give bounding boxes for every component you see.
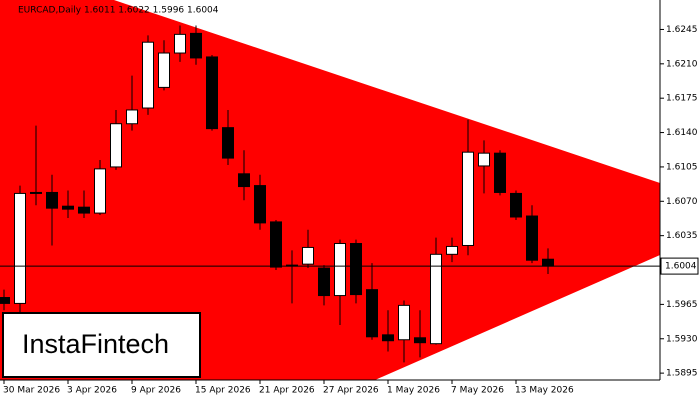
- candle-body: [494, 152, 506, 193]
- chart-title: EURCAD,Daily 1.6011 1.6022 1.5996 1.6004: [18, 6, 219, 16]
- x-tick-label: 3 Apr 2026: [67, 386, 117, 396]
- y-tick-label: 1.5930: [666, 334, 698, 344]
- logo-box: [2, 312, 201, 378]
- y-tick-label: 1.5895: [666, 369, 698, 379]
- x-tick-label: 27 Apr 2026: [323, 386, 379, 396]
- candle-body: [270, 221, 282, 268]
- triangle-pattern: [0, 0, 660, 380]
- candle-body: [78, 206, 90, 214]
- candle-body: [46, 191, 58, 209]
- x-tick-label: 1 May 2026: [387, 386, 440, 396]
- y-tick-label: 1.6070: [666, 197, 698, 207]
- candle-body: [350, 243, 362, 296]
- candle-body: [222, 127, 234, 159]
- candle-body: [526, 215, 538, 261]
- candle-body: [398, 304, 410, 341]
- candle-body: [478, 152, 490, 167]
- candle-body: [126, 109, 138, 125]
- candle-body: [542, 258, 554, 267]
- candle-body: [206, 56, 218, 130]
- y-tick-label: 1.6175: [666, 94, 698, 104]
- candle-body: [302, 246, 314, 265]
- current-price-box: [660, 257, 699, 275]
- candle-body: [14, 192, 26, 304]
- candle-body: [318, 267, 330, 297]
- y-tick-label: 1.6245: [666, 25, 698, 35]
- candle-body: [446, 245, 458, 255]
- candle-body: [254, 185, 266, 224]
- candle-body: [430, 253, 442, 345]
- candle-body: [174, 33, 186, 54]
- candle-body: [334, 243, 346, 297]
- candle-body: [30, 191, 42, 194]
- candle-body: [158, 52, 170, 88]
- candle-body: [382, 334, 394, 342]
- candle-body: [414, 337, 426, 344]
- candle-body: [110, 123, 122, 168]
- candle-body: [94, 168, 106, 214]
- candle-body: [62, 205, 74, 210]
- logo: InstaFintech: [22, 329, 169, 359]
- candle-body: [510, 192, 522, 218]
- candle-body: [142, 41, 154, 109]
- x-tick-label: 7 May 2026: [451, 386, 504, 396]
- x-tick-label: 21 Apr 2026: [259, 386, 315, 396]
- candle-body: [366, 289, 378, 338]
- x-tick-label: 15 Apr 2026: [195, 386, 251, 396]
- x-tick-label: 9 Apr 2026: [131, 386, 181, 396]
- y-tick-label: 1.6140: [666, 128, 698, 138]
- x-tick-label: 13 May 2026: [515, 386, 574, 396]
- y-tick-label: 1.5965: [666, 300, 698, 310]
- y-tick-label: 1.6210: [666, 59, 698, 69]
- current-price-label: 1.6004: [665, 262, 697, 272]
- y-tick-label: 1.6035: [666, 231, 698, 241]
- candle-body: [462, 151, 474, 246]
- candle-body: [0, 297, 10, 304]
- y-tick-label: 1.6105: [666, 162, 698, 172]
- x-tick-label: 30 Mar 2026: [3, 386, 60, 396]
- candle-body: [238, 173, 250, 188]
- candle-body: [190, 32, 202, 59]
